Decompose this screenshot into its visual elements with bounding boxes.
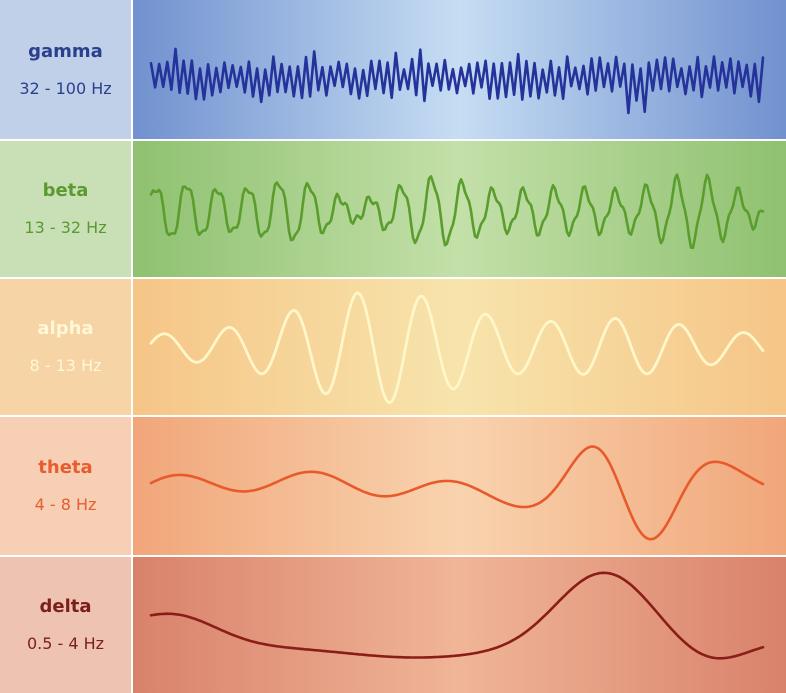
gamma-label-panel: gamma 32 - 100 Hz xyxy=(0,0,131,139)
theta-wave-panel xyxy=(133,417,786,555)
gamma-wave xyxy=(149,47,765,115)
alpha-wave xyxy=(149,291,765,405)
delta-wave xyxy=(149,571,765,660)
alpha-band: alpha 8 - 13 Hz xyxy=(0,279,786,415)
beta-band: beta 13 - 32 Hz xyxy=(0,141,786,277)
delta-label-panel: delta 0.5 - 4 Hz xyxy=(0,557,131,693)
beta-wave-panel xyxy=(133,141,786,277)
band-name-alpha: alpha xyxy=(37,318,94,339)
beta-label-panel: beta 13 - 32 Hz xyxy=(0,141,131,277)
delta-band: delta 0.5 - 4 Hz xyxy=(0,557,786,693)
band-range-gamma: 32 - 100 Hz xyxy=(19,78,112,98)
band-name-theta: theta xyxy=(38,457,93,478)
band-name-delta: delta xyxy=(39,596,92,617)
alpha-wave-panel xyxy=(133,279,786,415)
band-name-beta: beta xyxy=(42,180,89,201)
band-range-alpha: 8 - 13 Hz xyxy=(29,356,102,375)
band-range-theta: 4 - 8 Hz xyxy=(34,495,97,514)
band-name-gamma: gamma xyxy=(28,40,103,62)
beta-wave xyxy=(149,173,765,250)
gamma-wave-panel xyxy=(133,0,786,139)
theta-label-panel: theta 4 - 8 Hz xyxy=(0,417,131,555)
theta-band: theta 4 - 8 Hz xyxy=(0,417,786,555)
theta-wave xyxy=(149,445,765,541)
band-range-beta: 13 - 32 Hz xyxy=(24,218,107,237)
band-range-delta: 0.5 - 4 Hz xyxy=(26,634,105,653)
alpha-label-panel: alpha 8 - 13 Hz xyxy=(0,279,131,415)
gamma-band: gamma 32 - 100 Hz xyxy=(0,0,786,139)
delta-wave-panel xyxy=(133,557,786,693)
